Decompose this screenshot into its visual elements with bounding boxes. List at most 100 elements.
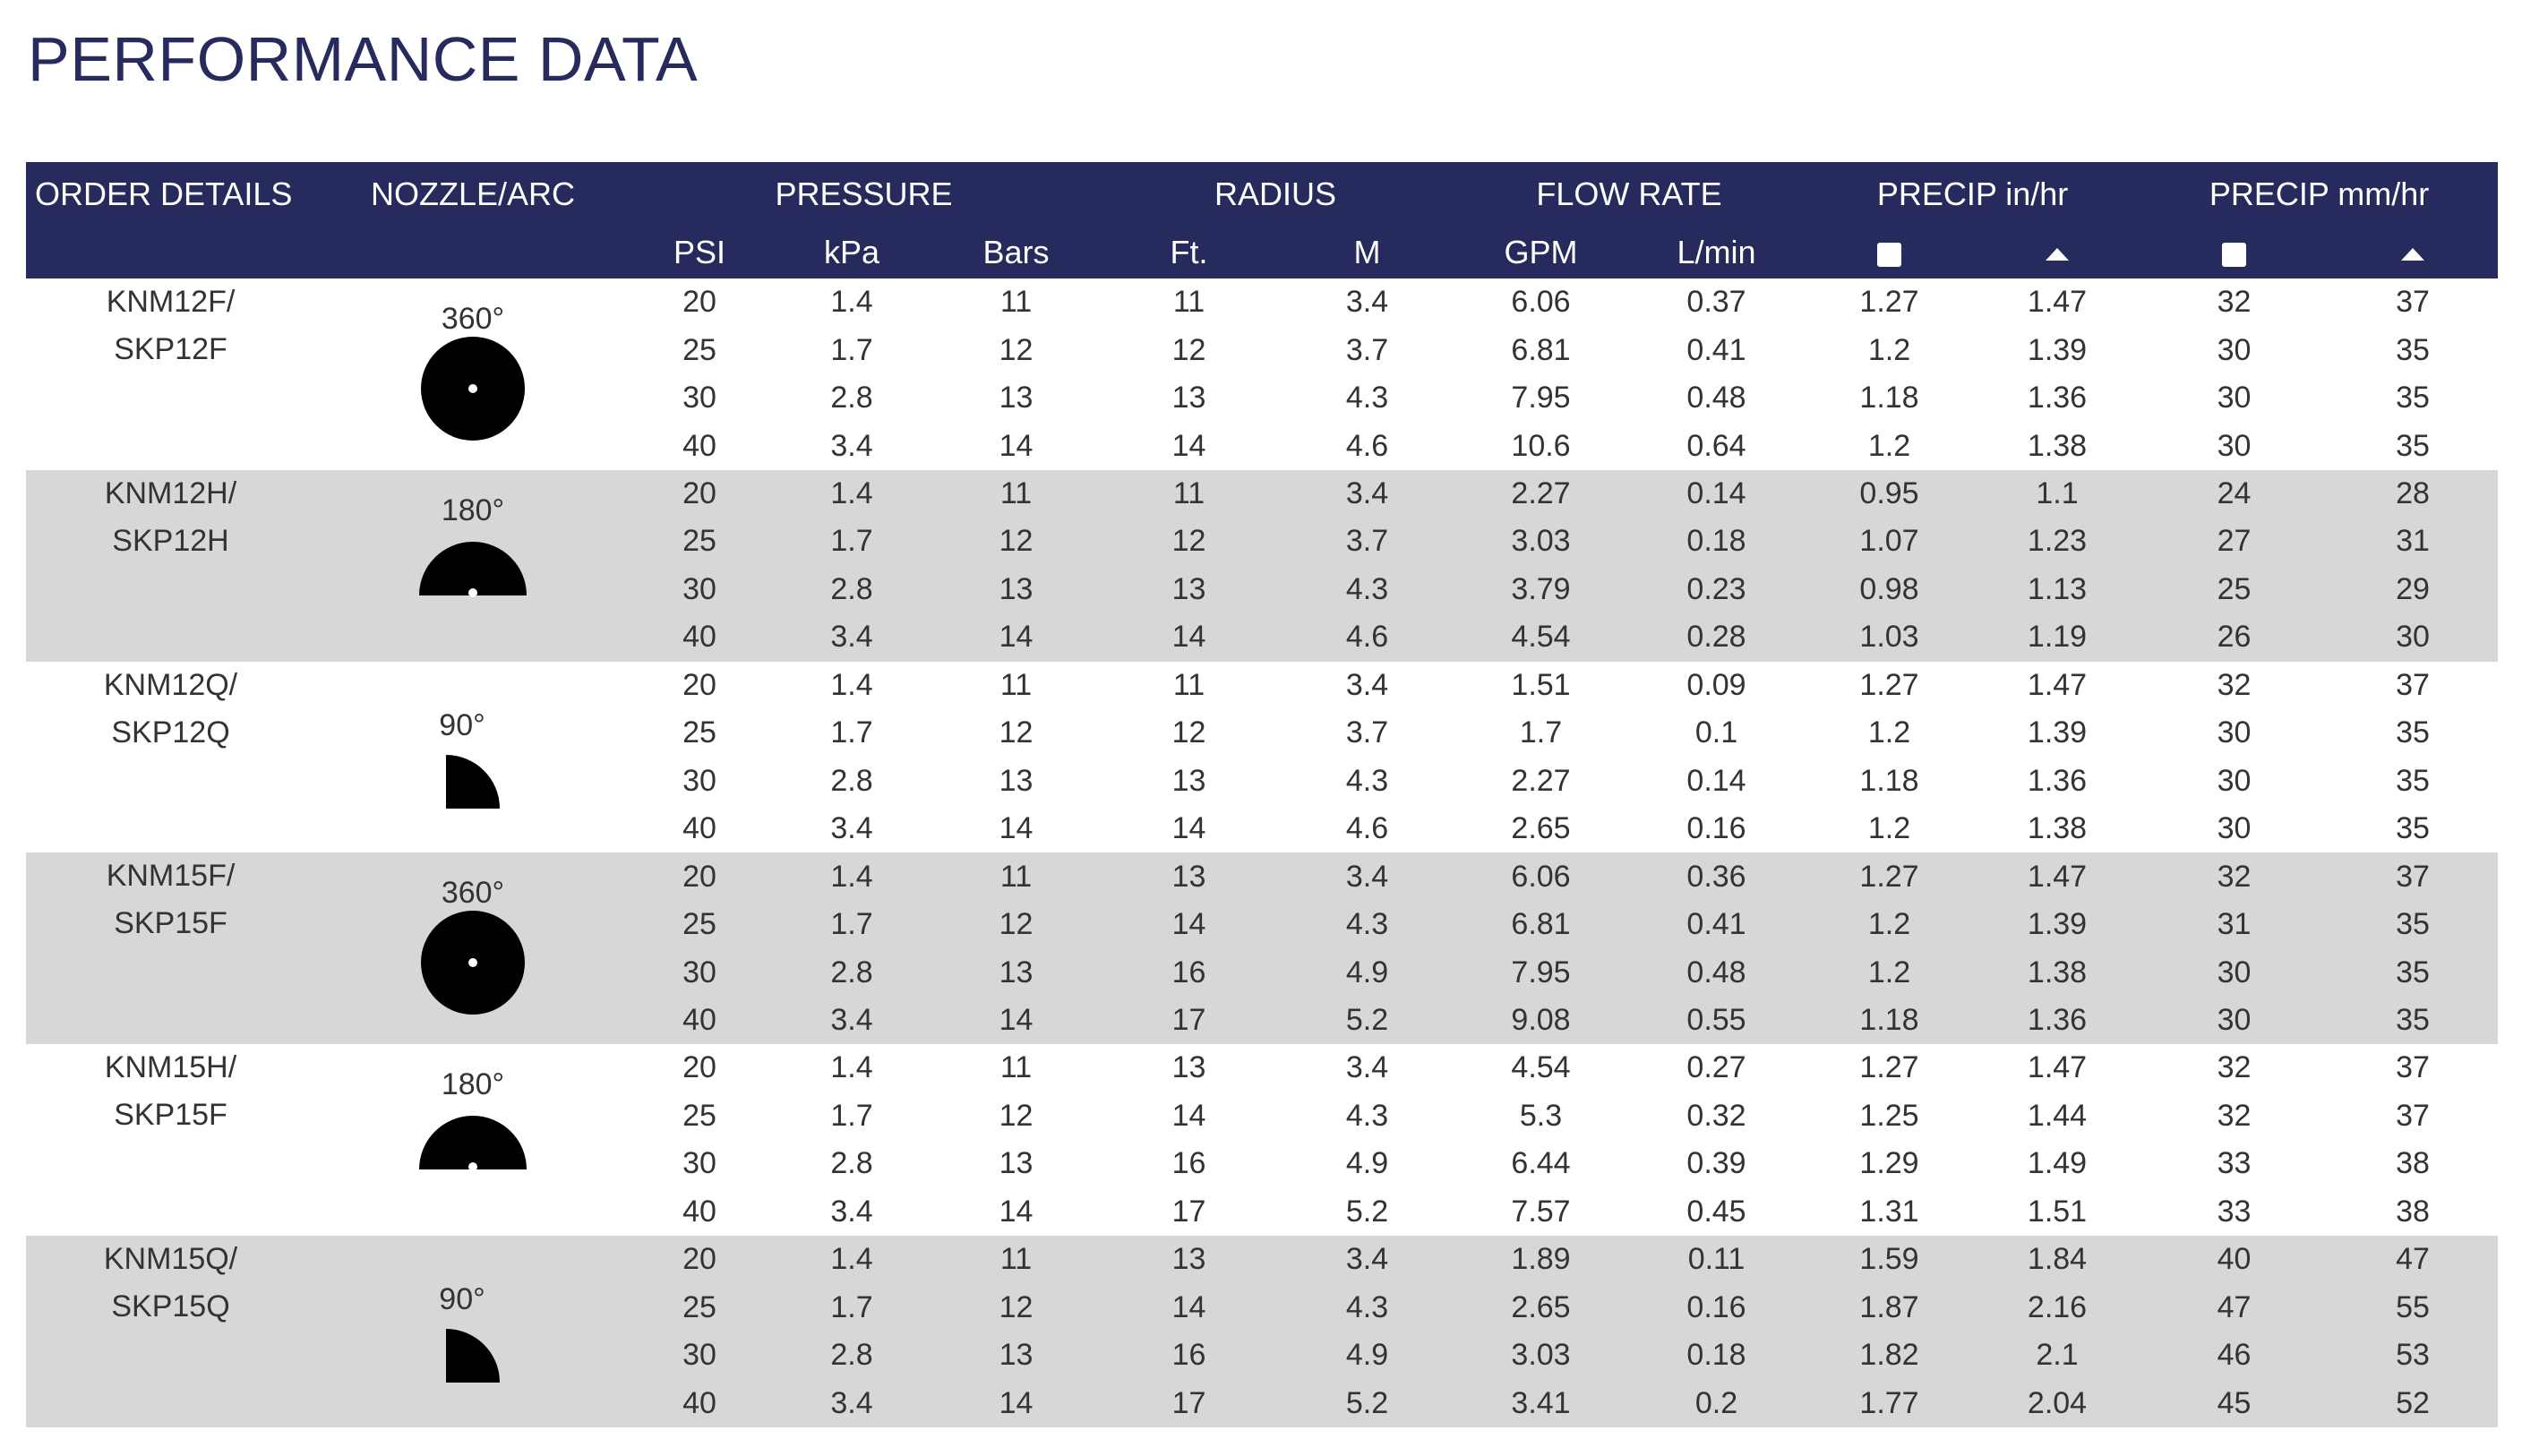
header-precip-mm-square xyxy=(2140,227,2329,278)
table-row: KNM15Q/SKP15Q 90° 20 1.4 11 13 3.4 1.89 0.11 1.59… xyxy=(26,1236,2499,1427)
cell-gpm: 7.95 xyxy=(1511,381,1571,415)
cell-precip-mm-triangle: 35 xyxy=(2328,948,2499,997)
cell-bars: 14 xyxy=(935,1379,1098,1427)
cell-gpm: 6.81 xyxy=(1511,332,1571,367)
header-ft: Ft. xyxy=(1097,227,1282,278)
cell-precip-in-square: 1.27 xyxy=(1805,852,1975,901)
header-precip-mm-triangle xyxy=(2328,227,2499,278)
header-sub-row: PSI kPa Bars Ft. M GPM L/min xyxy=(26,227,2499,278)
cell-precip-mm-square: 30 xyxy=(2140,996,2329,1045)
cell-precip-mm-triangle: 38 xyxy=(2396,1194,2430,1229)
cell-bars: 14 xyxy=(999,1194,1034,1229)
order-details-cell: KNM12Q/SKP12Q xyxy=(26,662,315,853)
order-details-cell: KNM15H/SKP15F xyxy=(26,1044,315,1236)
cell-radius-m: 5.2 xyxy=(1281,996,1454,1045)
cell-precip-mm-triangle: 35 xyxy=(2396,715,2430,750)
cell-bars: 14 xyxy=(999,811,1034,846)
cell-kpa: 2.8 xyxy=(830,381,873,415)
cell-precip-in-triangle: 1.39 xyxy=(2027,715,2088,750)
cell-precip-in-square: 1.87 xyxy=(1805,1283,1975,1332)
arc-label: 360° xyxy=(441,876,505,911)
cell-precip-mm-square: 32 xyxy=(2217,285,2252,320)
cell-bars: 12 xyxy=(999,332,1034,367)
cell-precip-in-triangle: 1.38 xyxy=(2027,811,2088,846)
cell-precip-mm-square: 30 xyxy=(2140,948,2329,997)
cell-radius-m: 4.9 xyxy=(1281,1331,1454,1380)
order-code-line1: KNM15H/ xyxy=(104,1050,237,1085)
cell-precip-in-square: 1.2 xyxy=(1805,948,1975,997)
cell-gpm: 6.81 xyxy=(1454,900,1629,949)
cell-psi: 40 xyxy=(630,1379,768,1427)
header-blank xyxy=(315,227,630,278)
arc-label: 180° xyxy=(441,492,505,527)
cell-bars: 11 xyxy=(999,1050,1033,1085)
table-row: KNM15F/SKP15F 360° 20 1.4 11 13 3.4 6.06 0.36 1.2… xyxy=(26,852,2499,1045)
cell-kpa: 2.8 xyxy=(830,1146,873,1181)
cell-precip-in-triangle: 2.1 xyxy=(1974,1331,2141,1380)
cell-radius-ft: 14 xyxy=(1171,811,1206,846)
cell-precip-mm-triangle: 35 xyxy=(2396,428,2430,463)
header-lmin: L/min xyxy=(1628,227,1806,278)
header-psi: PSI xyxy=(630,227,768,278)
cell-lmin: 0.41 xyxy=(1686,332,1746,367)
nozzle-arc-cell: 180° xyxy=(315,469,630,662)
cell-bars: 13 xyxy=(999,763,1034,798)
cell-lmin: 0.2 xyxy=(1628,1379,1806,1427)
cell-lmin: 0.36 xyxy=(1628,852,1806,901)
cell-kpa: 3.4 xyxy=(830,811,873,846)
cell-bars: 11 xyxy=(935,1236,1098,1284)
table-row: 25 1.7 12 14 4.3 5.3 0.32 1.25 1.44 32 37 xyxy=(26,1092,2498,1140)
cell-radius-m: 4.3 xyxy=(1281,565,1454,614)
nozzle-arc-cell: 90° xyxy=(315,662,630,853)
cell-lmin: 0.16 xyxy=(1628,1283,1806,1332)
cell-bars: 11 xyxy=(935,852,1098,901)
cell-gpm: 3.79 xyxy=(1454,565,1629,614)
cell-psi: 30 xyxy=(630,1331,768,1380)
performance-table: ORDER DETAILS NOZZLE/ARC PRESSURE RADIUS… xyxy=(26,162,2499,1427)
cell-bars: 13 xyxy=(935,948,1098,997)
cell-gpm: 5.3 xyxy=(1519,1098,1563,1133)
nozzle-arc-wrap: 360° xyxy=(315,852,630,1015)
order-code-line2: SKP12Q xyxy=(111,715,230,749)
cell-precip-mm-triangle: 55 xyxy=(2328,1283,2499,1332)
cell-precip-mm-square: 33 xyxy=(2217,1194,2252,1229)
cell-precip-mm-triangle: 53 xyxy=(2328,1331,2499,1380)
header-gpm: GPM xyxy=(1454,227,1629,278)
cell-precip-in-triangle: 1.39 xyxy=(2027,332,2088,367)
cell-precip-in-triangle: 1.38 xyxy=(1974,948,2141,997)
cell-precip-mm-square: 30 xyxy=(2217,332,2252,367)
quarter-circle-arc-icon xyxy=(446,754,500,809)
cell-precip-in-triangle: 1.47 xyxy=(1974,852,2141,901)
cell-precip-mm-triangle: 37 xyxy=(2396,1098,2430,1133)
table-row: 30 2.8 13 13 4.3 2.27 0.14 1.18 1.36 30 35 xyxy=(26,758,2498,805)
cell-precip-mm-square: 46 xyxy=(2140,1331,2329,1380)
order-code-line2: SKP15F xyxy=(114,906,227,941)
cell-lmin: 0.32 xyxy=(1686,1098,1746,1133)
cell-radius-m: 3.4 xyxy=(1345,667,1389,702)
cell-bars: 13 xyxy=(935,1331,1098,1380)
cell-lmin: 0.14 xyxy=(1628,469,1806,518)
cell-kpa: 1.4 xyxy=(830,285,873,320)
table-body: KNM12F/SKP12F 360° 20 1.4 11 11 3.4 6.06 0.37 1.2… xyxy=(26,278,2499,1427)
cell-bars: 11 xyxy=(999,667,1033,702)
cell-lmin: 0.11 xyxy=(1628,1236,1806,1284)
cell-precip-mm-triangle: 35 xyxy=(2396,811,2430,846)
cell-precip-in-square: 1.77 xyxy=(1805,1379,1975,1427)
cell-psi: 20 xyxy=(630,1236,768,1284)
cell-precip-mm-square: 45 xyxy=(2140,1379,2329,1427)
cell-psi: 20 xyxy=(682,285,716,320)
cell-lmin: 0.55 xyxy=(1628,996,1806,1045)
cell-kpa: 1.7 xyxy=(830,715,873,750)
cell-gpm: 6.44 xyxy=(1511,1146,1571,1181)
cell-bars: 13 xyxy=(999,381,1034,415)
triangle-icon xyxy=(2401,248,2425,261)
cell-bars: 12 xyxy=(999,1098,1034,1133)
cell-radius-ft: 14 xyxy=(1097,1283,1282,1332)
cell-gpm: 1.51 xyxy=(1511,667,1571,702)
cell-gpm: 1.7 xyxy=(1519,715,1563,750)
cell-lmin: 0.09 xyxy=(1686,667,1746,702)
cell-bars: 12 xyxy=(935,1283,1098,1332)
cell-kpa: 2.8 xyxy=(768,565,935,614)
table-row: 30 2.8 13 16 4.9 3.03 0.18 1.82 2.1 46 53 xyxy=(26,1331,2499,1380)
cell-gpm: 4.54 xyxy=(1511,1050,1571,1085)
